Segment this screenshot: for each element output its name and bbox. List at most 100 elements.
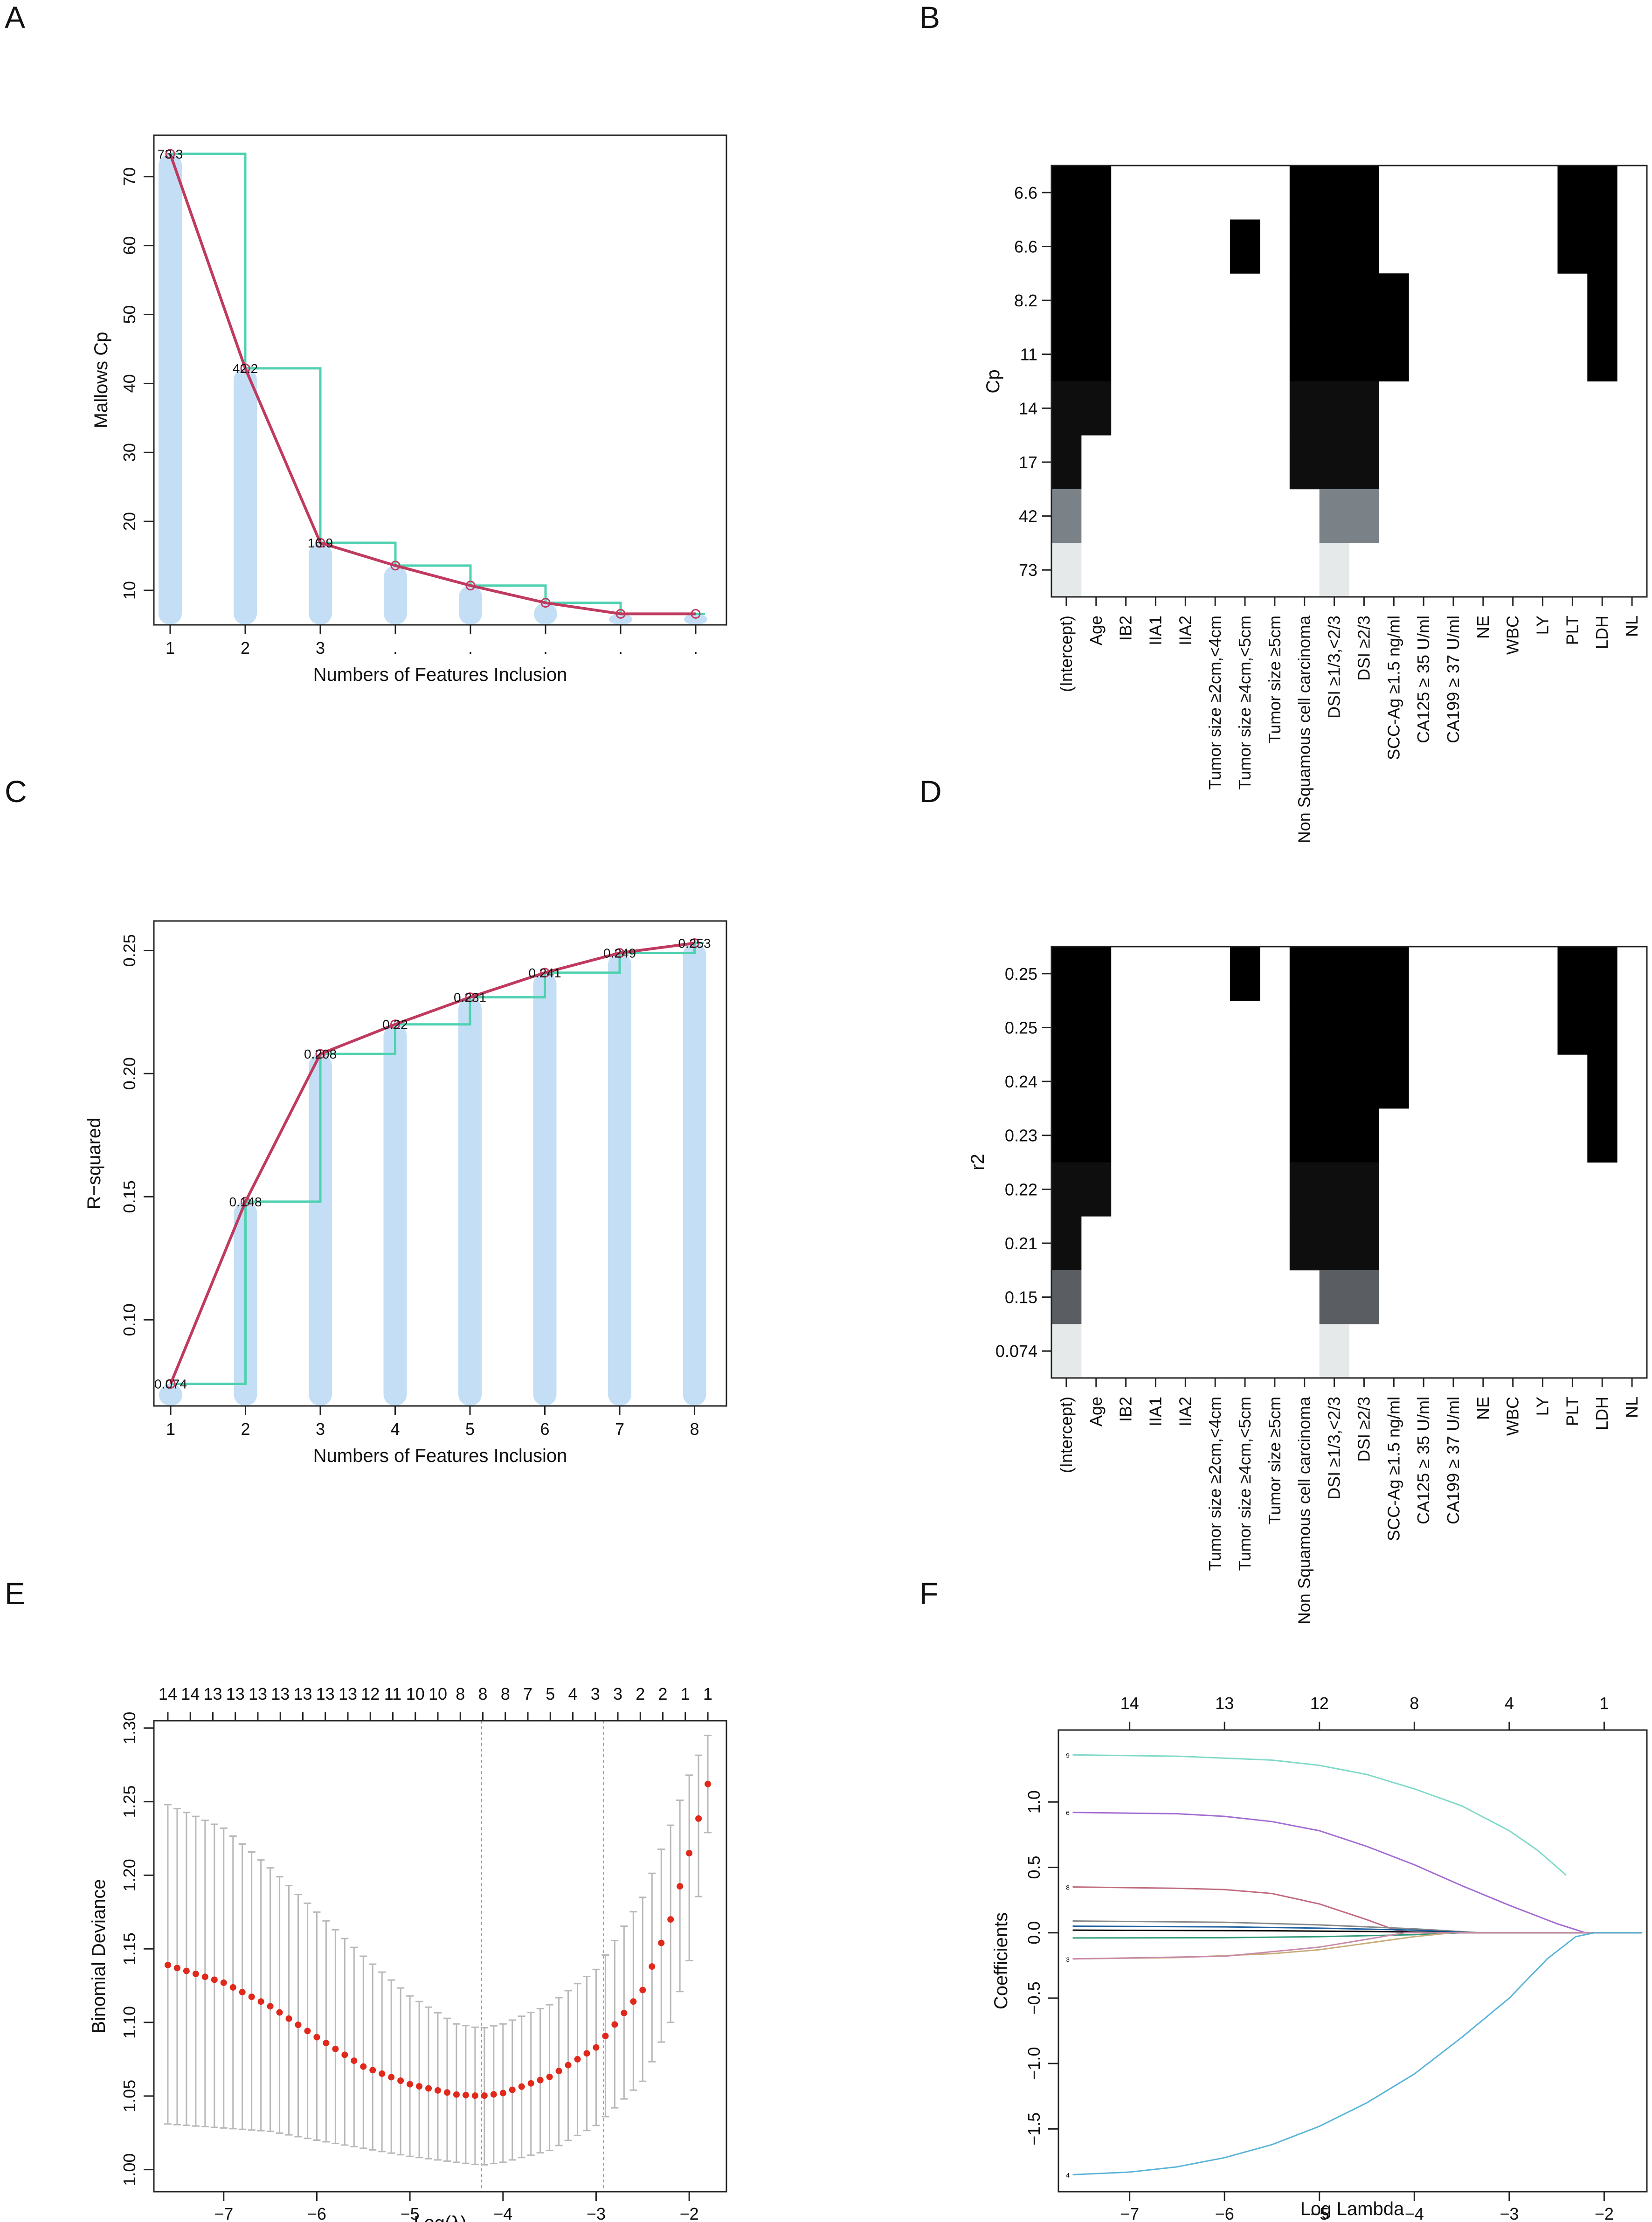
point-6 <box>540 598 551 608</box>
top-tick-label: 2 <box>658 1684 668 1703</box>
cell <box>1319 1162 1349 1217</box>
deviance-point <box>173 1965 180 1972</box>
bar-6 <box>533 972 557 1406</box>
panel-e-reference-lines <box>481 1721 604 2192</box>
row-label: 0.25 <box>1005 1018 1037 1037</box>
y-tick-label: 1.15 <box>120 1932 139 1965</box>
column-label: NL <box>1622 1397 1641 1418</box>
panel-f-frame <box>1058 1729 1648 2193</box>
column-label: CA125 ≥ 35 U/ml <box>1414 616 1433 743</box>
point-8 <box>691 609 701 619</box>
top-tick-label: 10 <box>429 1684 447 1703</box>
column-label: (Intercept) <box>1057 1397 1076 1473</box>
x-tick-label: −2 <box>680 2204 699 2222</box>
cell <box>1319 166 1349 220</box>
row-label: 0.074 <box>995 1342 1037 1361</box>
column-label: LDH <box>1592 1397 1611 1430</box>
value-label: 73.3 <box>158 147 183 161</box>
column-label: IIA1 <box>1146 1397 1165 1426</box>
top-tick-label: 13 <box>271 1684 290 1703</box>
value-label: 16.9 <box>308 536 333 550</box>
y-tick-label: 1.00 <box>120 2153 139 2186</box>
deviance-point <box>593 2044 600 2051</box>
column-label: LY <box>1533 1397 1552 1416</box>
row-label: 14 <box>1019 399 1037 418</box>
point-4 <box>390 561 401 571</box>
panel-a-y-axis: 10 20 30 40 50 60 70 <box>120 167 154 600</box>
y-tick-label: 0.5 <box>1024 1855 1044 1879</box>
cell <box>1051 1108 1082 1163</box>
column-label: DSI ≥1/3,<2/3 <box>1325 616 1344 719</box>
path-label: 4 <box>1066 2172 1070 2179</box>
deviance-point <box>341 2051 348 2058</box>
panel-e-y-axis-title: Binomial Deviance <box>89 1879 109 2033</box>
deviance-point <box>537 2077 544 2084</box>
y-tick-label: −0.5 <box>1024 1981 1044 2014</box>
deviance-point <box>379 2070 386 2077</box>
cell <box>1051 381 1082 436</box>
top-tick-label: 10 <box>406 1684 425 1703</box>
value-label: 0.148 <box>229 1195 262 1209</box>
x-tick-label: −6 <box>1215 2204 1234 2222</box>
cell <box>1319 219 1349 274</box>
column-label: (Intercept) <box>1057 616 1076 692</box>
value-label: 0.241 <box>528 966 561 980</box>
panel-a-line <box>169 153 696 616</box>
cell <box>1289 166 1320 220</box>
column-label: IIA2 <box>1175 1397 1195 1426</box>
top-tick-label: 7 <box>523 1684 532 1703</box>
deviance-point <box>490 2091 497 2098</box>
cell <box>1587 327 1617 381</box>
cell <box>1379 273 1409 328</box>
column-label: WBC <box>1503 616 1522 655</box>
cell <box>1319 1324 1349 1378</box>
top-tick-label: 1 <box>703 1684 712 1703</box>
coef-path-3 <box>1072 1932 1642 1960</box>
point-8 <box>690 938 699 948</box>
column-label: Non Squamous cell carcinoma <box>1295 615 1314 843</box>
panel-b-row-labels: 6.6 6.6 8.2 11 14 17 42 73 <box>1014 183 1051 580</box>
x-tick-label: . <box>543 638 548 658</box>
top-tick-label: 3 <box>591 1684 600 1703</box>
cell <box>1319 381 1349 436</box>
cell <box>1349 1108 1379 1163</box>
y-tick-label: 30 <box>120 443 139 462</box>
deviance-point <box>304 2028 311 2035</box>
deviance-point <box>435 2087 442 2094</box>
panel-b-y-axis-title: Cp <box>983 369 1003 393</box>
y-tick-label: 0.0 <box>1024 1921 1044 1945</box>
deviance-point <box>639 1987 646 1994</box>
cell <box>1081 1108 1112 1163</box>
panel-c-value-labels: 0.074 0.148 0.208 0.22 0.231 0.241 0.249 0.253 <box>154 936 711 1391</box>
column-label: IB2 <box>1116 1397 1135 1422</box>
point-7 <box>615 609 626 619</box>
deviance-point <box>499 2090 506 2097</box>
cell <box>1587 1000 1617 1055</box>
deviance-point <box>285 2015 292 2022</box>
coef-path-4 <box>1072 1932 1642 2176</box>
column-label: DSI ≥1/3,<2/3 <box>1325 1397 1344 1500</box>
top-tick-label: 13 <box>249 1684 267 1703</box>
deviance-point <box>611 2021 618 2028</box>
y-tick-label: 1.25 <box>120 1786 139 1818</box>
cell <box>1051 1000 1082 1055</box>
bar-6 <box>534 602 557 625</box>
cell <box>1289 435 1320 490</box>
cell <box>1289 1000 1320 1055</box>
cell <box>1587 166 1617 220</box>
deviance-point <box>518 2083 525 2090</box>
cell <box>1081 1000 1112 1055</box>
column-label: Tumor size ≥2cm,<4cm <box>1205 616 1224 790</box>
deviance-point <box>192 1970 199 1977</box>
point-5 <box>465 581 476 591</box>
cell <box>1319 1108 1349 1163</box>
top-tick-label: 4 <box>1505 1694 1514 1713</box>
deviance-point <box>695 1815 702 1822</box>
point-2 <box>240 363 250 374</box>
panel-a-bars <box>159 153 707 625</box>
top-tick-label: 1 <box>1599 1694 1609 1713</box>
row-label: 0.15 <box>1005 1288 1037 1307</box>
cell <box>1081 327 1112 381</box>
panel-a-x-axis: 1 2 3..... <box>166 625 698 658</box>
panel-a-mallows-cp-chart: 73.3 42.2 16.9 10 20 30 40 50 60 70 1 2 3..... Num… <box>91 134 727 685</box>
